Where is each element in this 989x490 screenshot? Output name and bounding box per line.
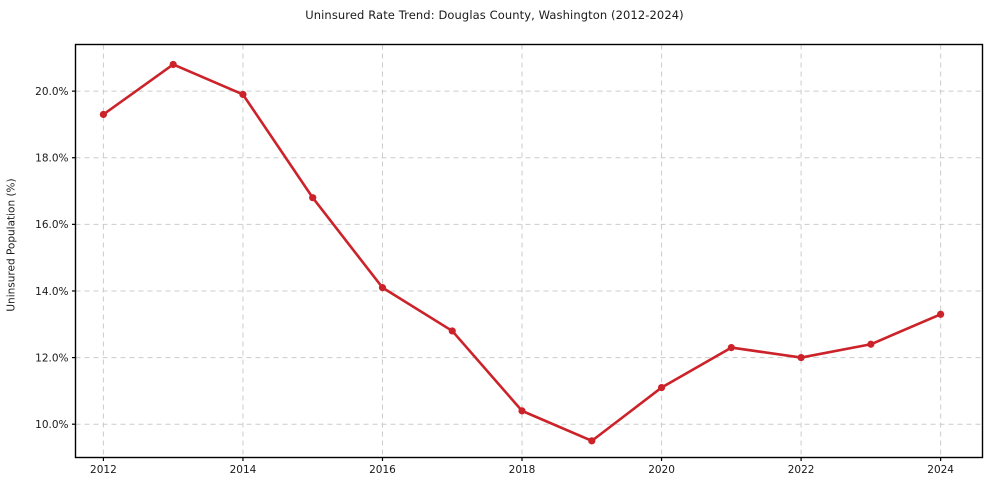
- data-point-markers: [99, 60, 945, 445]
- data-point-marker: [309, 194, 317, 202]
- x-tick-label: 2012: [90, 464, 117, 476]
- gridlines: [75, 44, 983, 458]
- data-point-marker: [239, 90, 247, 99]
- plot-area-border: [74, 43, 984, 459]
- data-point-marker: [448, 327, 456, 335]
- x-tick-label: 2020: [648, 464, 675, 476]
- data-point-marker: [169, 60, 177, 69]
- y-tick-label: 20.0%: [35, 86, 68, 98]
- data-point-marker: [657, 383, 666, 392]
- y-tick-label: 18.0%: [35, 153, 68, 165]
- y-tick-label: 16.0%: [35, 219, 68, 231]
- data-point-marker: [867, 340, 875, 348]
- data-point-marker: [727, 343, 735, 352]
- data-point-marker: [797, 353, 805, 362]
- data-point-marker: [588, 437, 596, 445]
- data-point-marker: [937, 310, 945, 318]
- x-tick-label: 2022: [788, 464, 815, 476]
- chart-title: Uninsured Rate Trend: Douglas County, Wa…: [305, 8, 684, 22]
- y-tick-label: 14.0%: [35, 286, 68, 298]
- y-axis-ticks: 10.0% 12.0% 14.0% 16.0% 18.0% 20.0%: [35, 86, 76, 431]
- data-point-marker: [518, 407, 526, 415]
- x-tick-label: 2024: [927, 464, 954, 476]
- data-point-marker: [378, 284, 387, 292]
- x-tick-label: 2018: [509, 464, 536, 476]
- y-tick-label: 12.0%: [35, 352, 68, 364]
- y-tick-label: 10.0%: [35, 419, 68, 431]
- x-tick-label: 2016: [369, 464, 396, 476]
- x-axis-ticks: 2012 2014 2016 2018 2020 2022 2024: [90, 457, 954, 476]
- data-point-marker: [99, 110, 108, 119]
- x-tick-label: 2014: [230, 464, 257, 476]
